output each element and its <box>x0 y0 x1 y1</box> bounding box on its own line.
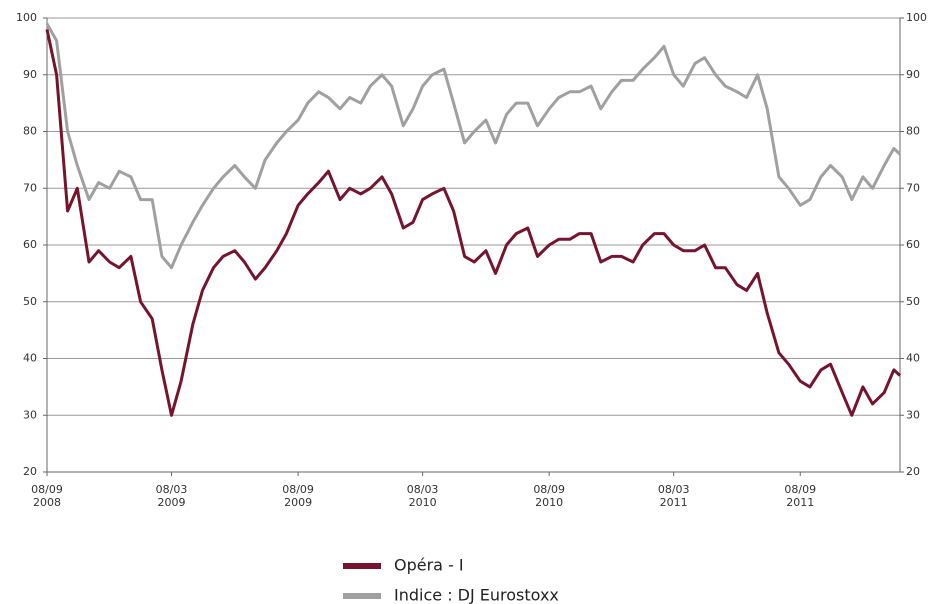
y2-tick-label: 60 <box>906 238 920 251</box>
y2-tick-label: 40 <box>906 352 920 365</box>
y2-tick-label: 20 <box>906 465 920 478</box>
y-tick-label: 50 <box>23 295 37 308</box>
y-tick-label: 100 <box>16 11 37 24</box>
y-tick-label: 70 <box>23 181 37 194</box>
y2-tick-label: 70 <box>906 181 920 194</box>
x-tick-label: 08/09 2010 <box>533 483 565 509</box>
x-tick-label: 08/03 2009 <box>156 483 188 509</box>
x-tick-label: 08/03 2010 <box>407 483 439 509</box>
y2-tick-label: 50 <box>906 295 920 308</box>
x-tick-label: 08/09 2008 <box>31 483 63 509</box>
y2-tick-label: 100 <box>906 11 927 24</box>
y-tick-label: 90 <box>23 68 37 81</box>
legend-label: Opéra - I <box>394 556 464 575</box>
y-tick-label: 30 <box>23 408 37 421</box>
y-tick-label: 40 <box>23 352 37 365</box>
legend-swatch <box>343 593 381 599</box>
y2-tick-label: 80 <box>906 125 920 138</box>
x-tick-label: 08/09 2011 <box>784 483 816 509</box>
x-tick-label: 08/03 2011 <box>658 483 690 509</box>
y2-tick-label: 90 <box>906 68 920 81</box>
series-line <box>45 22 902 270</box>
series-line <box>45 29 902 417</box>
y-tick-label: 60 <box>23 238 37 251</box>
legend-label: Indice : DJ Eurostoxx <box>394 586 559 604</box>
y-tick-label: 80 <box>23 125 37 138</box>
x-tick-label: 08/09 2009 <box>282 483 314 509</box>
y2-tick-label: 30 <box>906 408 920 421</box>
legend-swatch <box>343 563 381 569</box>
y-tick-label: 20 <box>23 465 37 478</box>
